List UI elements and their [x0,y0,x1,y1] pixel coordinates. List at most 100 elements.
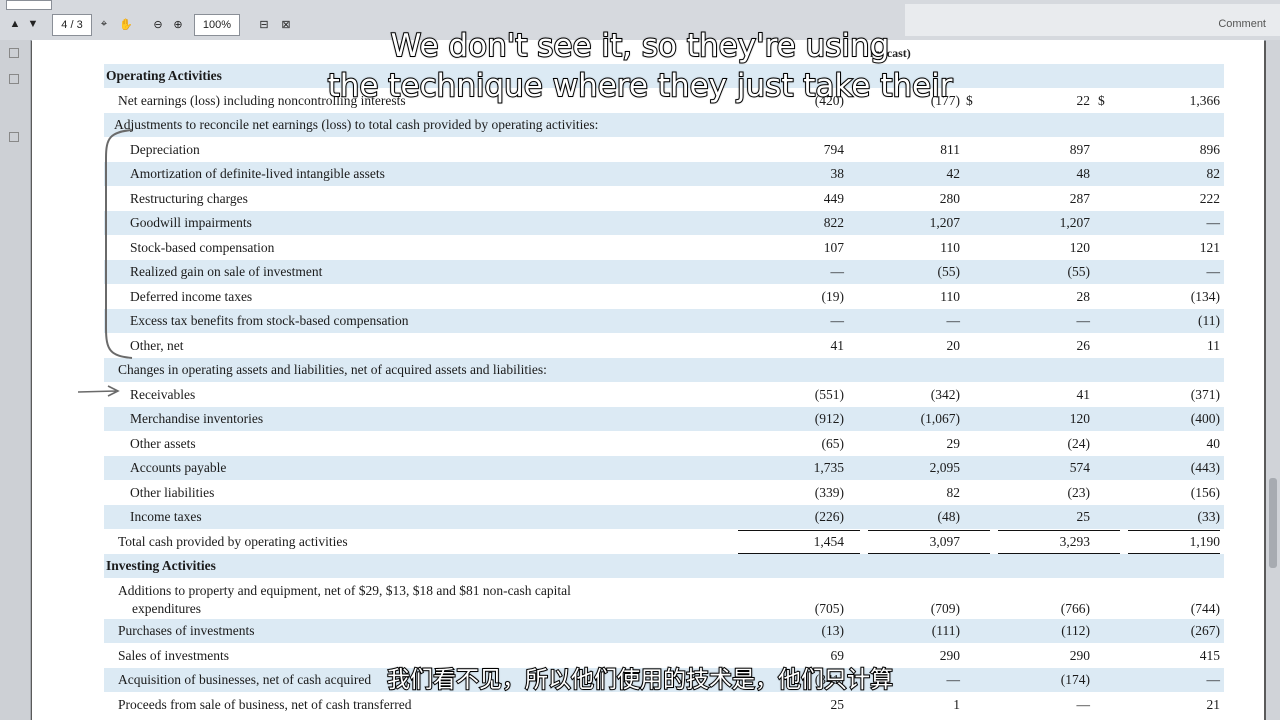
bookmark-icon[interactable] [9,74,19,84]
value-cell-col-3: (23) [1067,484,1091,500]
navigation-panel [0,40,31,720]
row-label-continued: expenditures [132,600,201,616]
value-cell-col-3: (55) [1067,264,1091,279]
value-cell-col-3: 287 [1069,190,1090,206]
column-subheading: l recast) [870,46,911,60]
value-cell-col-4: 222 [1199,190,1220,206]
value-cell-col-1: — [830,313,845,328]
row-label: Other assets [130,435,196,451]
statement-row-chg: Changes in operating assets and liabilit… [104,358,1224,382]
value-cell-col-1: 107 [823,239,844,255]
value-cell-col-4: 415 [1199,647,1220,663]
statement-row-inva: Investing Activities [104,554,1224,578]
vertical-scrollbar[interactable] [1266,40,1280,720]
value-cell-col-4: — [1206,215,1221,230]
value-cell-col-4: — [1206,672,1221,687]
handwritten-bracket-annotation [105,129,133,359]
row-label: Other, net [130,337,184,353]
value-cell-col-2: 290 [939,647,960,663]
statement-row-ol: Other liabilities (339) 82 (23) (156) [104,481,1224,505]
row-label: Amortization of definite-lived intangibl… [130,166,385,181]
comment-tab[interactable]: Comment [1218,18,1266,30]
row-label: Total cash provided by operating activit… [118,533,348,549]
value-cell-col-4: (443) [1190,460,1220,475]
handwritten-arrow-annotation [77,385,120,397]
row-label: Deferred income taxes [130,288,253,304]
value-cell-col-1: (912) [814,411,844,426]
value-cell-col-2: 1,207 [929,215,960,230]
value-cell-col-2: 82 [946,484,961,500]
value-cell-col-1: (551) [814,386,844,402]
page-number-field[interactable]: 4 / 3 [52,14,92,36]
value-cell-col-4: — [1206,264,1221,279]
total-bottom-rule [738,552,860,554]
row-label: Income taxes [130,509,202,524]
value-cell-col-1: 1,735 [813,460,844,475]
zoom-out-icon[interactable]: ⊖ [153,18,163,31]
attachment-icon[interactable] [9,132,19,142]
value-cell-col-1: (339) [814,484,844,500]
value-cell-col-4: 11 [1207,337,1220,353]
statement-row-add: Additions to property and equipment, net… [104,579,1224,619]
dollar-sign: $ [1098,92,1105,108]
value-cell-col-3: 3,293 [1059,533,1090,549]
value-cell-col-2: (1,067) [920,411,960,426]
value-cell-col-3: 120 [1069,411,1090,426]
row-label: Other liabilities [130,484,215,500]
value-cell-col-1: (705) [814,600,844,616]
total-bottom-rule [1128,552,1220,554]
statement-row-etb: Excess tax benefits from stock-based com… [104,309,1224,333]
value-cell-col-1: 25 [830,696,845,712]
value-cell-col-3: 41 [1076,386,1091,402]
statement-row-opa: Operating Activities [104,64,1224,88]
total-bottom-rule [998,552,1120,554]
value-cell-col-2: — [946,313,961,328]
value-cell-col-4: (33) [1197,509,1221,524]
statement-row-ne: Net earnings (loss) including noncontrol… [104,89,1224,113]
value-cell-col-4: 1,190 [1189,533,1220,549]
value-cell-col-2: 110 [940,239,960,255]
value-cell-col-2: — [946,672,961,687]
statement-row-ap: Accounts payable 1,735 2,095 574 (443) [104,456,1224,480]
value-cell-col-4: 121 [1199,239,1220,255]
row-label: Goodwill impairments [130,215,252,230]
value-cell-col-3: (24) [1067,435,1091,451]
total-top-rule [868,529,990,531]
row-label: Merchandise inventories [130,411,264,426]
row-label: Purchases of investments [118,623,255,638]
row-label: Adjustments to reconcile net earnings (l… [114,117,599,132]
value-cell-col-2: (709) [930,600,960,616]
save-icon[interactable]: ⊠ [281,18,291,31]
statement-row-sal: Sales of investments 69 290 290 415 [104,644,1224,668]
arrow-down-icon[interactable]: ▼ [27,18,39,30]
value-cell-col-2: (55) [937,264,961,279]
panel-toggle-icon[interactable] [9,48,19,58]
statement-row-pro: Proceeds from sale of business, net of c… [104,693,1224,717]
value-cell-col-1: (226) [814,509,844,524]
zoom-in-icon[interactable]: ⊕ [173,18,183,31]
arrow-up-icon[interactable]: ▲ [9,18,21,30]
value-cell-col-3: 26 [1076,337,1091,353]
statement-row-acq: Acquisition of businesses, net of cash a… [104,668,1224,692]
value-cell-col-3: 48 [1076,166,1091,181]
zoom-level-select[interactable]: 100% [194,14,240,36]
subtitle-chinese: 我们看不见，所以他们使用的技术是，他们只计算 [386,666,894,694]
value-cell-col-3: — [1076,696,1091,712]
select-cursor-icon[interactable]: ⌖ [100,17,108,30]
value-cell-col-4: (267) [1190,623,1220,638]
total-top-rule [1128,529,1220,531]
statement-row-amo: Amortization of definite-lived intangibl… [104,162,1224,186]
hand-tool-icon[interactable]: ✋ [119,18,133,31]
scrollbar-thumb[interactable] [1269,478,1277,568]
tools-button[interactable] [6,0,52,10]
statement-row-dit: Deferred income taxes (19) 110 28 (134) [104,285,1224,309]
value-cell-col-2: 29 [946,435,961,451]
row-label: Acquisition of businesses, net of cash a… [118,672,372,687]
statement-row-oa: Other assets (65) 29 (24) 40 [104,432,1224,456]
statement-row-gw: Goodwill impairments 822 1,207 1,207 — [104,211,1224,235]
value-cell-col-2: 3,097 [929,533,960,549]
value-cell-col-1: — [830,264,845,279]
value-cell-col-1: (19) [821,288,845,304]
row-label: Operating Activities [106,68,222,83]
fit-page-icon[interactable]: ⊟ [259,18,269,31]
